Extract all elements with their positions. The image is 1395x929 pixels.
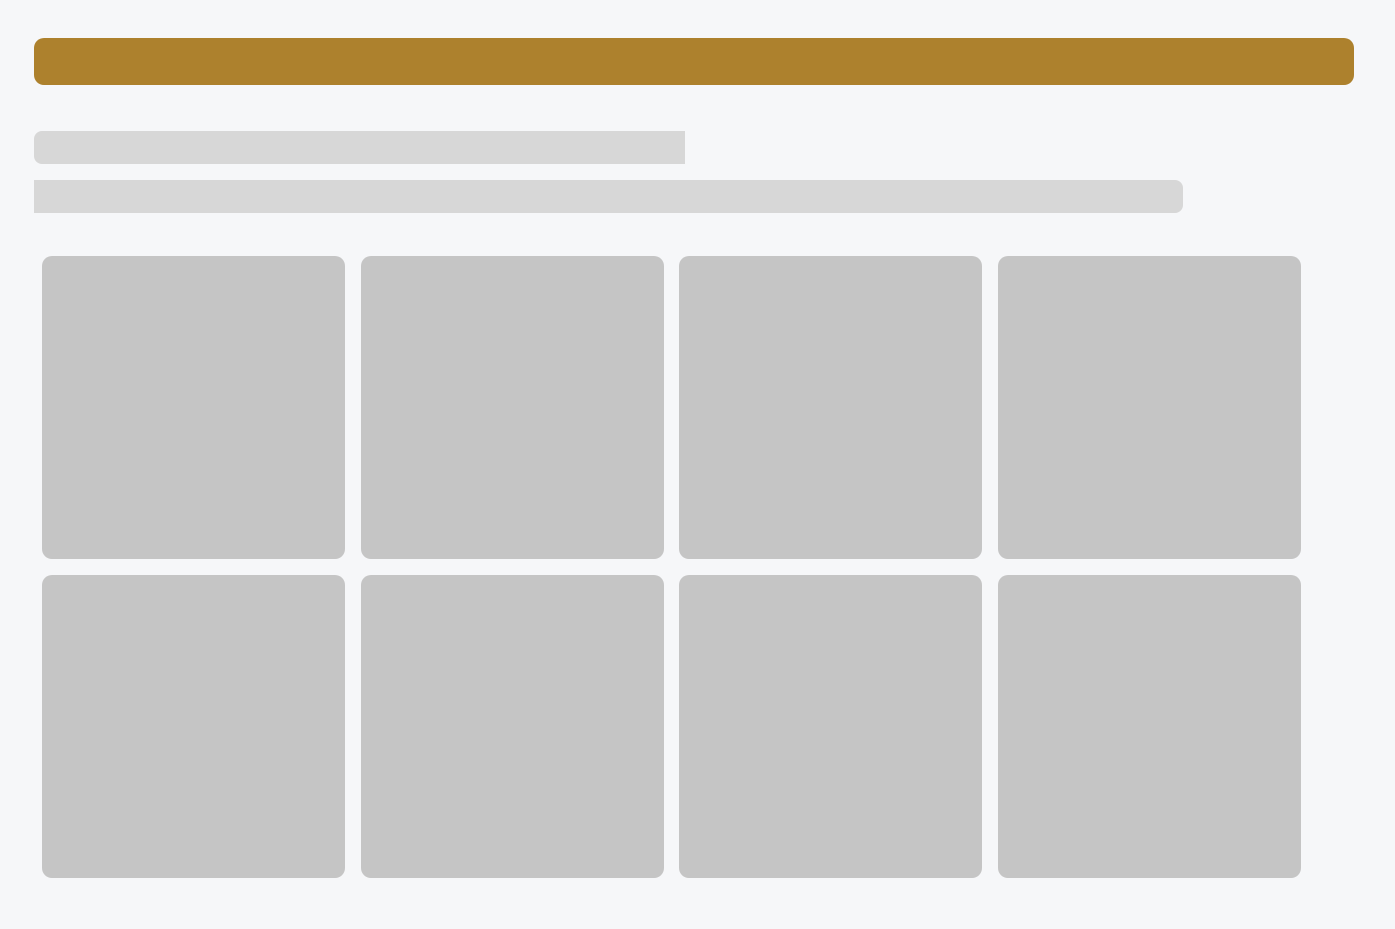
content-grid: [42, 256, 1301, 878]
title-placeholder: [34, 131, 685, 164]
content-tile-placeholder: [679, 256, 982, 559]
content-tile-placeholder: [997, 256, 1301, 559]
subtitle-placeholder: [34, 180, 1183, 213]
header-placeholder: [34, 38, 1354, 85]
content-tile-placeholder: [42, 256, 345, 559]
content-tile-placeholder: [679, 574, 982, 878]
content-tile-placeholder: [360, 256, 664, 559]
content-tile-placeholder: [42, 574, 345, 878]
content-tile-placeholder: [360, 574, 664, 878]
content-tile-placeholder: [997, 574, 1301, 878]
